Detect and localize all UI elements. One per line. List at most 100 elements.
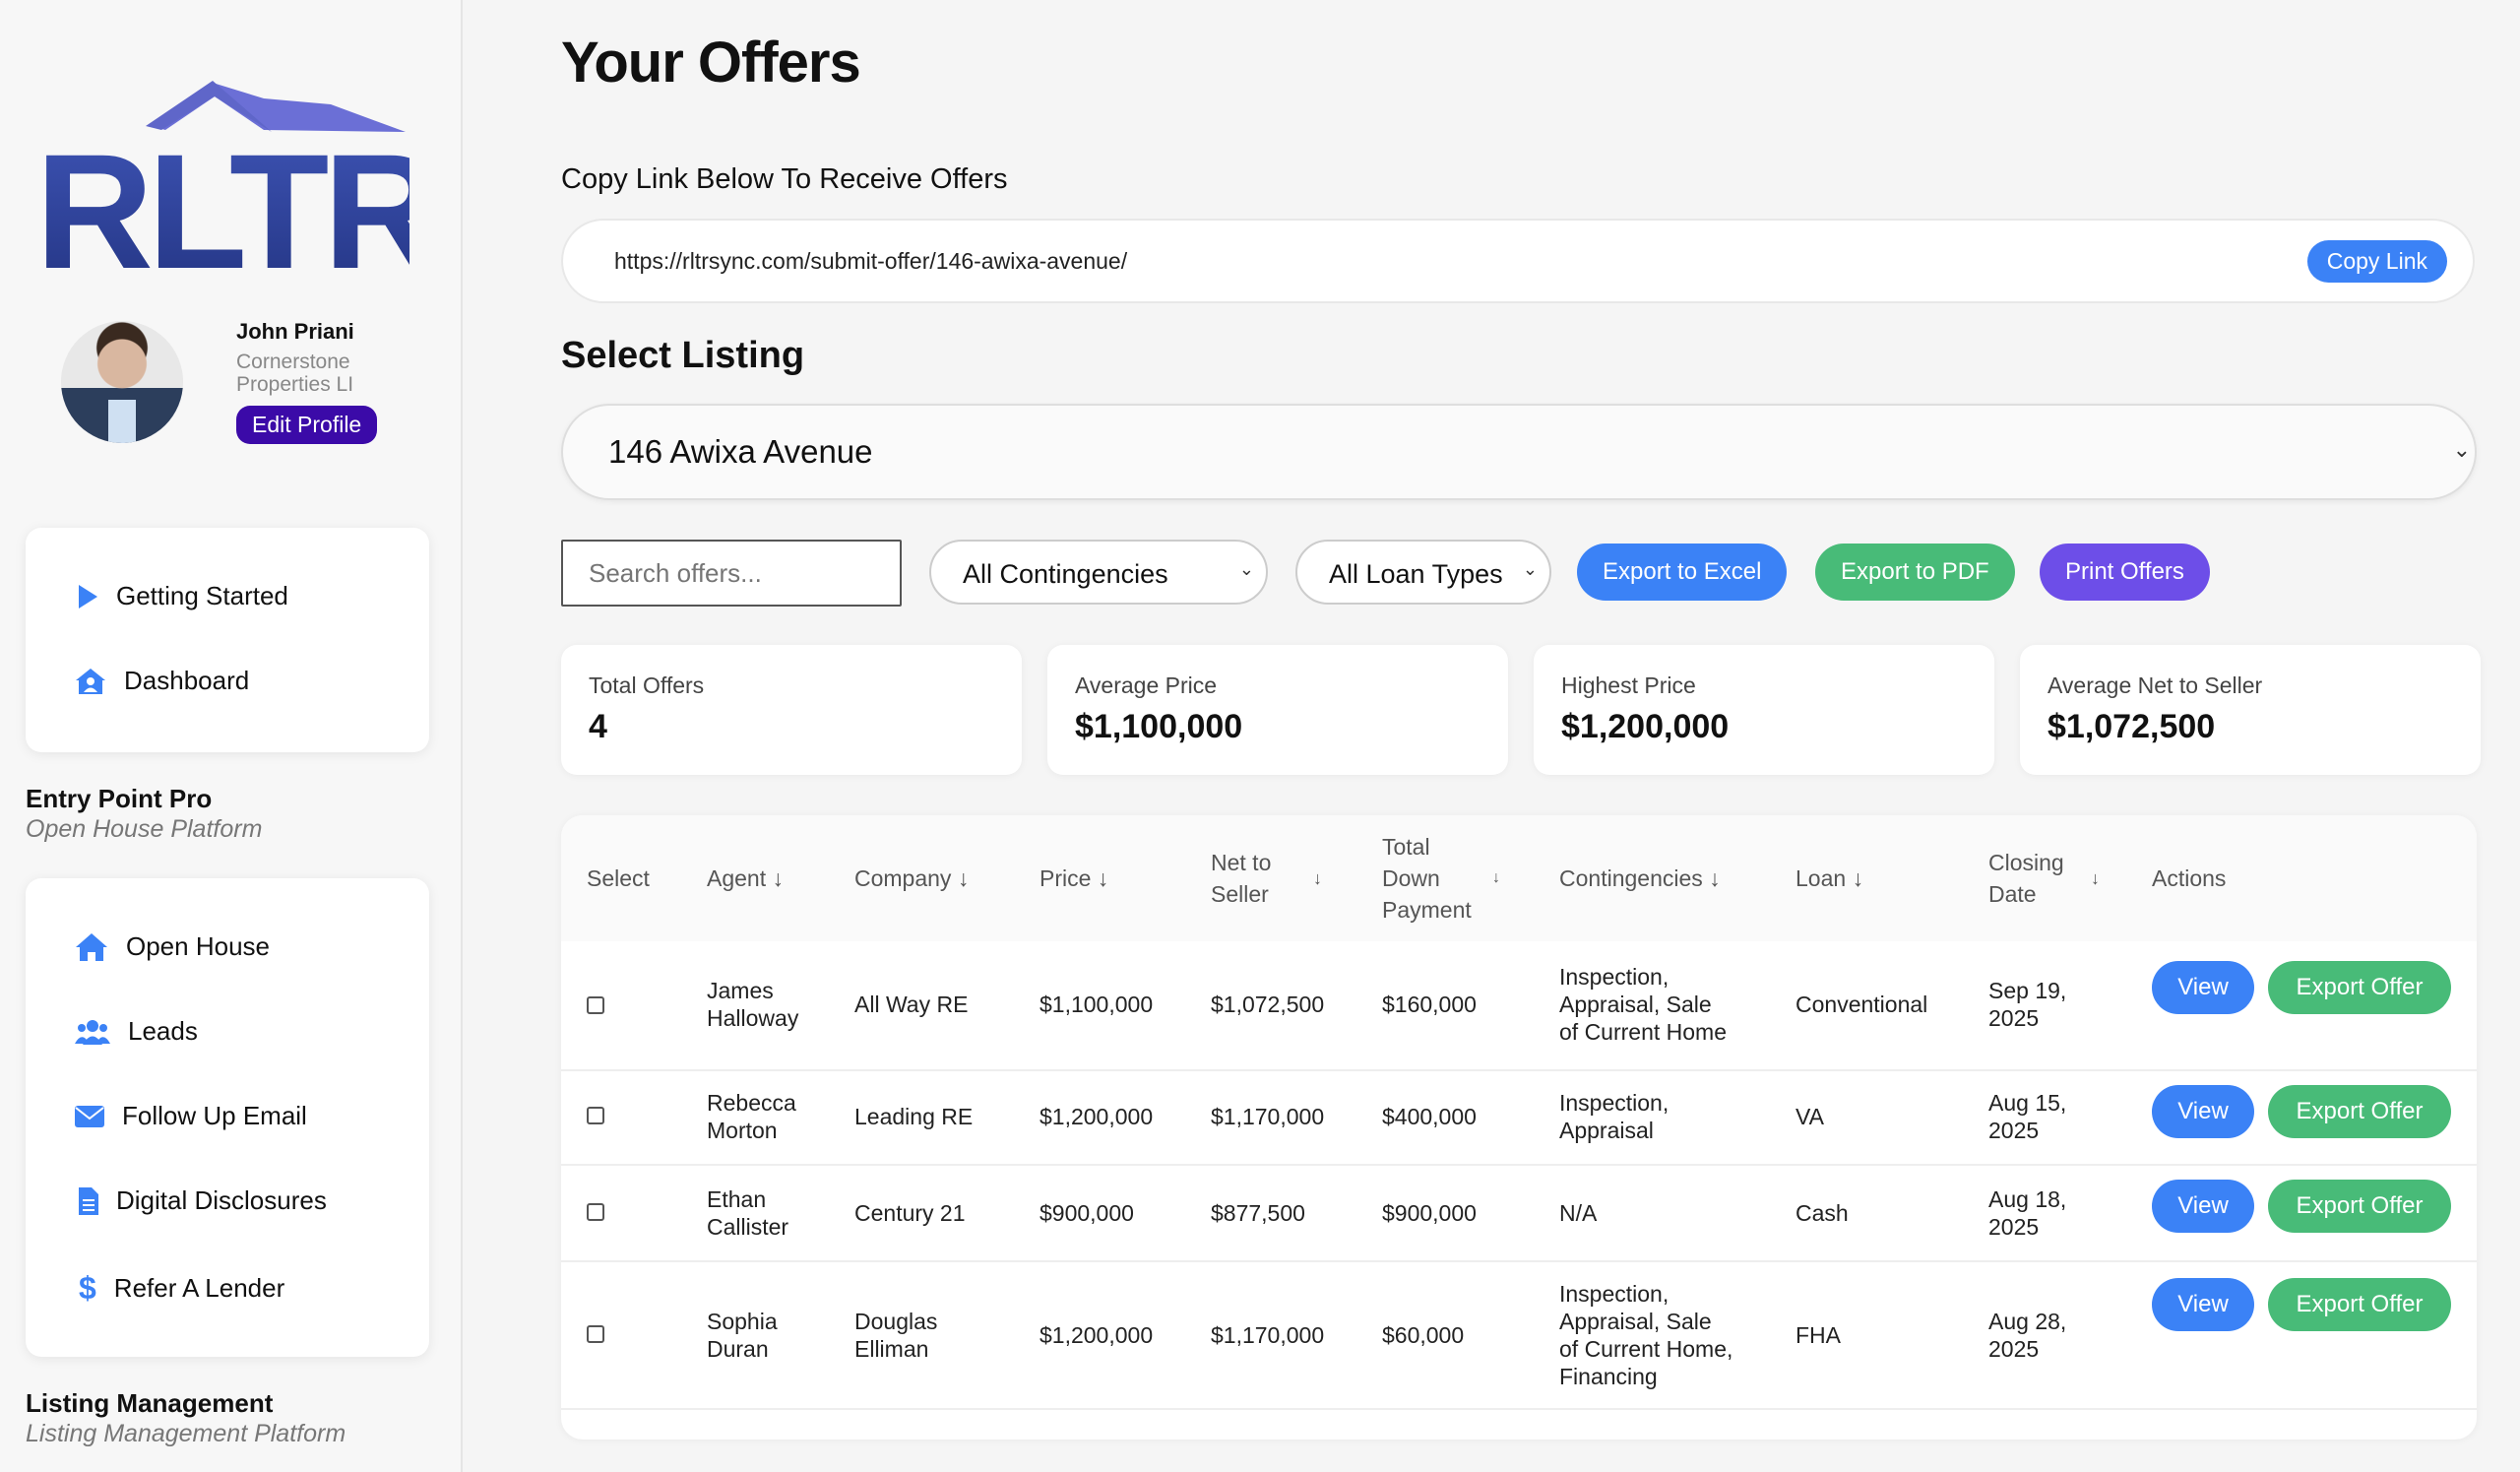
cell-contingencies: Inspection, Appraisal, Sale of Current Hom… [1559,964,1728,1045]
copy-link-label: Copy Link Below To Receive Offers [561,163,1008,195]
section-title-entry: Entry Point Pro [26,784,213,813]
table-row: Sophia Duran Douglas Elliman $1,200,000 $1… [561,1260,2477,1410]
cell-agent: Sophia Duran [707,1309,778,1362]
cell-net: $1,170,000 [1211,1104,1325,1129]
header-agent[interactable]: Agent ↓ [707,865,784,891]
header-contingencies[interactable]: Contingencies ↓ [1559,865,1721,891]
entry-nav: Open House Leads Follow Up Email Digital… [26,878,429,1357]
export-excel-button[interactable]: Export to Excel [1577,544,1788,601]
nav-refer-a-lender[interactable]: $ Refer A Lender [79,1270,284,1307]
file-icon [79,1186,98,1215]
view-offer-button[interactable]: View [2152,1180,2254,1233]
edit-profile-button[interactable]: Edit Profile [236,406,378,444]
export-pdf-button[interactable]: Export to PDF [1815,544,2015,601]
sort-arrow-icon: ↓ [1492,869,1500,886]
cell-net: $1,072,500 [1211,992,1325,1017]
view-offer-button[interactable]: View [2152,1278,2254,1331]
view-offer-button[interactable]: View [2152,1085,2254,1138]
offer-link-url[interactable]: https://rltrsync.com/submit-offer/146-aw… [614,248,1128,274]
table-row: James Halloway All Way RE $1,100,000 $1,0… [561,941,2477,1071]
row-checkbox[interactable] [587,1203,604,1221]
header-select: Select [587,865,650,891]
cell-price: $1,100,000 [1040,992,1154,1017]
nav-label: Follow Up Email [122,1101,307,1130]
cell-price: $1,200,000 [1040,1104,1154,1129]
svg-text:RLTR: RLTR [35,121,410,282]
nav-leads[interactable]: Leads [75,1016,198,1047]
table-header: Select Agent ↓ Company ↓ Price ↓ Net to S… [561,815,2477,941]
cell-price: $900,000 [1040,1200,1134,1226]
contingencies-select[interactable]: All Contingencies ⌄ [929,540,1268,605]
nav-label: Getting Started [116,581,288,610]
row-checkbox[interactable] [587,1325,604,1343]
play-icon [79,584,97,608]
nav-follow-up-email[interactable]: Follow Up Email [75,1101,307,1131]
sort-arrow-icon: ↓ [1097,865,1109,891]
listing-select-value: 146 Awixa Avenue [608,433,873,470]
stat-card-average-price: Average Price $1,100,000 [1047,645,1508,775]
primary-nav: Getting Started Dashboard [26,528,429,752]
nav-label: Dashboard [124,666,250,695]
page-title: Your Offers [561,31,861,95]
stat-card-highest-price: Highest Price $1,200,000 [1534,645,1994,775]
cell-contingencies: N/A [1559,1200,1598,1226]
row-checkbox[interactable] [587,1107,604,1124]
header-company[interactable]: Company ↓ [854,865,970,891]
export-offer-button[interactable]: Export Offer [2268,1085,2451,1138]
nav-open-house[interactable]: Open House [75,931,270,962]
export-offer-button[interactable]: Export Offer [2268,1278,2451,1331]
cell-down: $900,000 [1382,1200,1477,1226]
stat-label: Average Net to Seller [2048,672,2263,698]
cell-price: $1,200,000 [1040,1322,1154,1348]
cell-closing-date: Aug 15, 2025 [1988,1090,2067,1143]
dollar-icon: $ [79,1270,96,1306]
loan-types-select[interactable]: All Loan Types ⌄ [1295,540,1551,605]
section-subtitle-entry: Open House Platform [26,815,263,843]
copy-link-button[interactable]: Copy Link [2306,240,2447,283]
nav-label: Open House [126,931,270,961]
cell-contingencies: Inspection, Appraisal, Sale of Current Hom… [1559,1281,1733,1389]
table-row: Ethan Callister Century 21 $900,000 $877,… [561,1164,2477,1262]
offer-link-field[interactable]: https://rltrsync.com/submit-offer/146-aw… [561,219,2475,303]
stat-value: $1,200,000 [1561,708,1730,745]
cell-loan: Conventional [1796,992,1928,1017]
header-price[interactable]: Price ↓ [1040,865,1109,891]
cell-net: $1,170,000 [1211,1322,1325,1348]
stat-value: 4 [589,708,607,745]
listing-select[interactable]: 146 Awixa Avenue ⌄ [561,404,2477,500]
print-offers-button[interactable]: Print Offers [2040,544,2210,601]
header-loan[interactable]: Loan ↓ [1796,865,1864,891]
nav-digital-disclosures[interactable]: Digital Disclosures [79,1185,327,1216]
cell-loan: FHA [1796,1322,1841,1348]
loan-types-select-value: All Loan Types [1329,559,1503,589]
profile-company: Cornerstone Properties LI [236,351,354,396]
nav-label: Refer A Lender [113,1273,285,1303]
header-net-to-seller[interactable]: Net to Seller ↓ [1211,850,1322,907]
header-total-down-payment[interactable]: Total Down Payment ↓ [1382,834,1500,923]
cell-contingencies: Inspection, Appraisal [1559,1090,1670,1143]
cell-loan: Cash [1796,1200,1849,1226]
cell-agent: James Halloway [707,978,799,1031]
cell-down: $60,000 [1382,1322,1465,1348]
view-offer-button[interactable]: View [2152,961,2254,1014]
nav-dashboard[interactable]: Dashboard [75,666,249,696]
export-offer-button[interactable]: Export Offer [2268,1180,2451,1233]
stat-value: $1,072,500 [2048,708,2216,745]
cell-closing-date: Aug 18, 2025 [1988,1186,2067,1240]
cell-net: $877,500 [1211,1200,1305,1226]
rltr-logo[interactable]: RLTR [35,75,410,282]
cell-loan: VA [1796,1104,1824,1129]
row-checkbox[interactable] [587,996,604,1014]
chevron-down-icon: ⌄ [1522,559,1538,579]
nav-getting-started[interactable]: Getting Started [77,581,288,611]
header-closing-date[interactable]: Closing Date ↓ [1988,850,2100,907]
users-icon [75,1019,110,1045]
envelope-icon [75,1105,104,1127]
cell-agent: Ethan Callister [707,1186,789,1240]
search-offers-input[interactable] [561,540,902,607]
cell-company: Douglas Elliman [854,1309,938,1362]
export-offer-button[interactable]: Export Offer [2268,961,2451,1014]
section-title-listing: Listing Management [26,1388,274,1418]
stat-label: Average Price [1075,672,1218,698]
sort-arrow-icon: ↓ [1852,865,1864,891]
